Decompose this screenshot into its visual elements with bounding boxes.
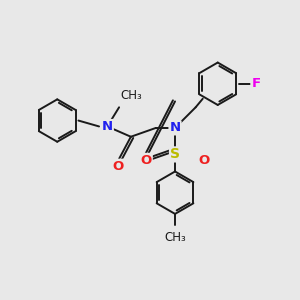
Text: CH₃: CH₃ <box>121 89 142 102</box>
Text: F: F <box>251 77 261 90</box>
Text: N: N <box>169 122 181 134</box>
Text: O: O <box>198 154 209 167</box>
Text: CH₃: CH₃ <box>164 231 186 244</box>
Text: S: S <box>170 147 180 161</box>
Text: O: O <box>140 154 152 167</box>
Text: N: N <box>102 120 113 133</box>
Text: O: O <box>112 160 123 173</box>
